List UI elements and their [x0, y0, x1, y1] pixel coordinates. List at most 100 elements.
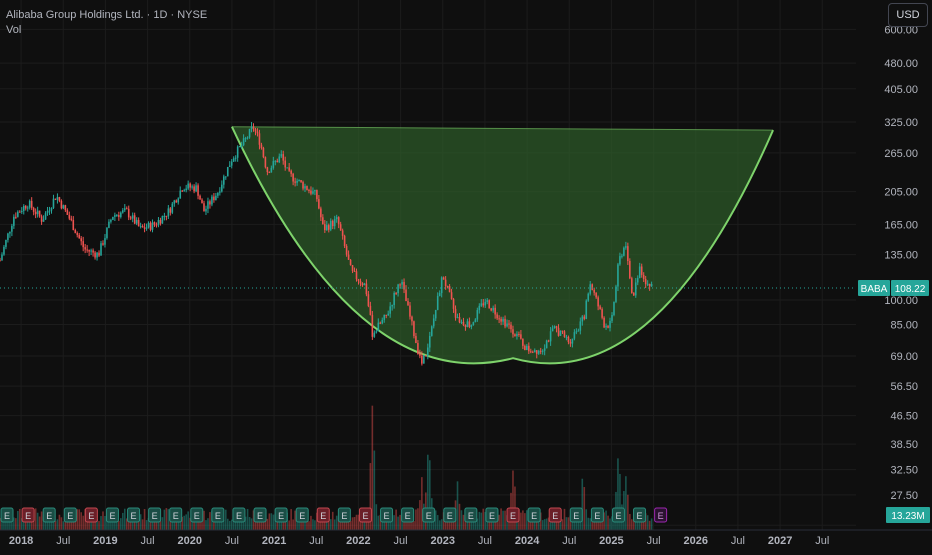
candle-body: [137, 219, 140, 227]
candle-body: [474, 319, 477, 323]
earnings-marker[interactable]: [169, 507, 183, 523]
earnings-marker[interactable]: [253, 507, 267, 523]
earnings-marker[interactable]: [358, 507, 372, 523]
time-axis-tick: 2024: [515, 535, 540, 547]
volume-bar: [417, 508, 419, 530]
earnings-marker[interactable]: [527, 507, 541, 523]
candle-body: [32, 207, 35, 212]
candle-body: [337, 217, 340, 225]
volume-bar: [440, 519, 443, 530]
candle-body: [308, 189, 310, 191]
earnings-marker[interactable]: [590, 507, 604, 523]
earnings-marker[interactable]: [422, 507, 436, 523]
volume-bar: [34, 508, 37, 530]
earnings-marker[interactable]: [337, 507, 351, 523]
candle-body: [508, 323, 510, 325]
earnings-marker[interactable]: [42, 507, 56, 523]
earnings-marker-label: E: [468, 511, 474, 521]
candle-body: [480, 303, 483, 306]
earnings-marker[interactable]: [654, 507, 668, 523]
volume-badge-label: 13.23M: [891, 511, 924, 522]
volume-bar: [296, 519, 298, 530]
earnings-marker[interactable]: [21, 507, 35, 523]
volume-bar: [585, 509, 588, 530]
volume-bar: [114, 519, 116, 530]
earnings-marker[interactable]: [548, 507, 562, 523]
candle-body: [193, 186, 195, 192]
candle-body: [120, 212, 122, 217]
volume-bar: [456, 481, 459, 530]
currency-button[interactable]: USD: [888, 3, 928, 27]
candle-body: [266, 167, 269, 173]
volume-bar: [528, 519, 530, 530]
candle-body: [375, 331, 378, 333]
candle-body: [270, 167, 273, 173]
earnings-marker[interactable]: [485, 507, 499, 523]
volume-bar: [646, 515, 649, 530]
volume-bar: [290, 509, 292, 530]
volume-bar: [351, 517, 354, 530]
candle-body: [377, 322, 380, 332]
earnings-marker[interactable]: [464, 507, 478, 523]
earnings-marker[interactable]: [633, 507, 647, 523]
candle-body: [226, 166, 229, 177]
candle-body: [322, 217, 324, 225]
earnings-marker[interactable]: [0, 507, 14, 523]
candle-body: [627, 246, 629, 261]
candle-body: [205, 208, 207, 212]
earnings-marker-label: E: [362, 511, 368, 521]
earnings-marker[interactable]: [380, 507, 394, 523]
candle-body: [1, 254, 3, 261]
earnings-marker[interactable]: [443, 507, 457, 523]
volume-bar: [411, 520, 413, 530]
volume-bar: [343, 518, 346, 530]
earnings-marker[interactable]: [569, 507, 583, 523]
earnings-marker[interactable]: [211, 507, 225, 523]
earnings-marker[interactable]: [84, 507, 98, 523]
candle-body: [367, 294, 370, 306]
cup-pattern-curve[interactable]: [231, 126, 774, 365]
earnings-marker[interactable]: [401, 507, 415, 523]
cup-pattern-rim[interactable]: [231, 126, 774, 131]
volume-bar: [405, 515, 407, 530]
candle-body: [195, 185, 197, 192]
candle-body: [131, 215, 134, 219]
earnings-marker[interactable]: [148, 507, 162, 523]
volume-bar: [512, 470, 514, 530]
candle-body: [234, 157, 237, 159]
candle-body: [141, 226, 144, 228]
volume-bar: [415, 509, 417, 530]
earnings-marker[interactable]: [105, 507, 119, 523]
candle-body: [125, 208, 128, 210]
symbol-badge: [858, 280, 890, 297]
earnings-marker[interactable]: [611, 507, 625, 523]
time-axis-tick: Jul: [562, 535, 576, 547]
price-axis-tick: 600.00: [884, 24, 918, 36]
candle-body: [54, 198, 57, 200]
candle-body: [161, 215, 164, 224]
earnings-marker[interactable]: [190, 507, 204, 523]
time-axis-tick: 2018: [9, 535, 33, 547]
volume-bar: [335, 515, 338, 530]
earnings-marker[interactable]: [295, 507, 309, 523]
volume-bar: [353, 517, 356, 530]
volume-bar: [547, 517, 550, 530]
earnings-marker[interactable]: [316, 507, 330, 523]
candle-body: [223, 176, 225, 185]
earnings-marker[interactable]: [63, 507, 77, 523]
earnings-marker[interactable]: [127, 507, 141, 523]
volume-bar: [484, 511, 487, 530]
earnings-marker[interactable]: [232, 507, 246, 523]
candle-body: [557, 327, 560, 336]
earnings-marker[interactable]: [274, 507, 288, 523]
candle-body: [157, 219, 160, 225]
volume-bar: [644, 513, 647, 530]
time-axis-tick: 2021: [262, 535, 286, 547]
candle-body: [242, 138, 245, 146]
price-axis-tick: 32.50: [890, 465, 918, 477]
earnings-marker[interactable]: [506, 507, 520, 523]
candle-body: [642, 274, 645, 280]
volume-bar: [137, 516, 140, 530]
